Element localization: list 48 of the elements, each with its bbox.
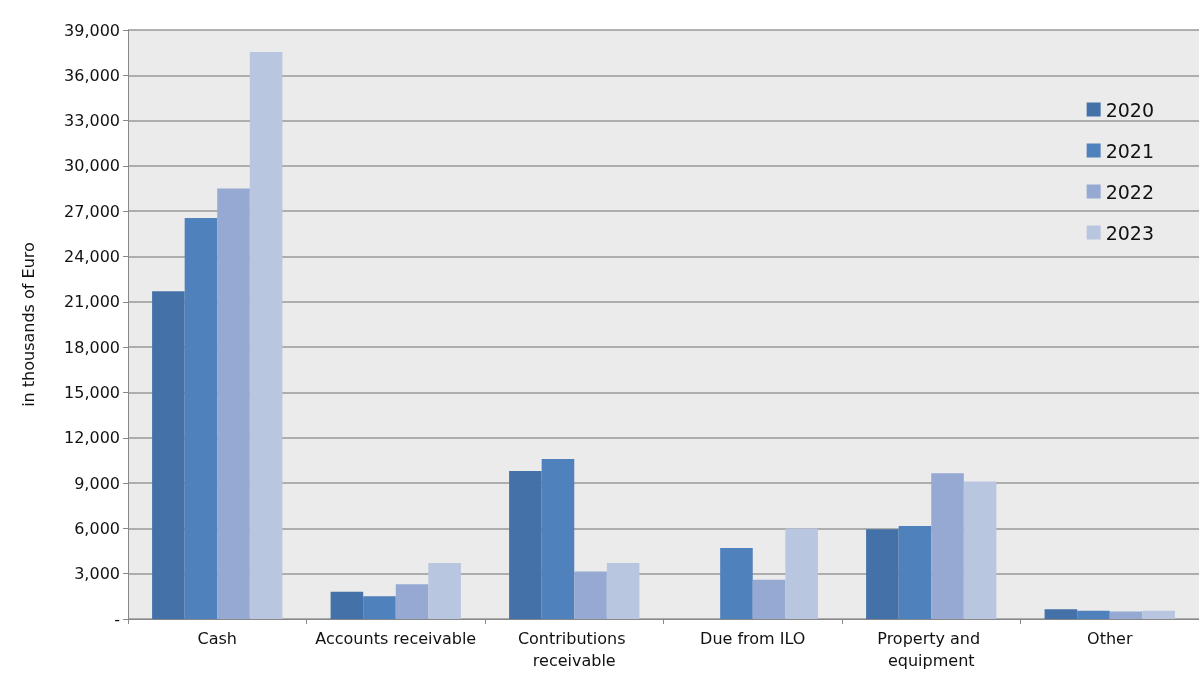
x-tick-label: Cash [197, 628, 237, 648]
bar [330, 591, 364, 619]
bar [1109, 611, 1143, 619]
y-tick-label: 27,000 [64, 201, 120, 221]
bar [428, 563, 461, 619]
bar [1077, 610, 1110, 619]
legend-label: 2023 [1105, 221, 1155, 244]
bar [866, 529, 899, 619]
bar [249, 51, 283, 619]
y-tick-label: 36,000 [64, 65, 120, 85]
bar [720, 548, 753, 619]
x-tick-label: Due from ILO [700, 628, 806, 648]
x-tick-label: Contributions receivable [517, 628, 631, 670]
bar [509, 470, 542, 619]
y-tick-label: 12,000 [64, 428, 120, 448]
bar [785, 528, 818, 619]
bar [217, 188, 250, 619]
bar [1044, 609, 1078, 619]
bar [1142, 610, 1175, 619]
y-tick-label: - [114, 609, 120, 629]
bar [152, 291, 185, 619]
bar [541, 458, 575, 619]
y-tick-label: 39,000 [64, 20, 120, 40]
y-tick-label: 30,000 [64, 156, 120, 176]
y-tick-label: 3,000 [74, 564, 120, 584]
bar [395, 584, 429, 619]
bar [752, 579, 786, 619]
y-tick-label: 6,000 [74, 518, 120, 538]
bar [963, 481, 997, 619]
y-tick-label: 18,000 [64, 337, 120, 357]
y-tick-label: 24,000 [64, 247, 120, 267]
y-tick-label: 33,000 [64, 111, 120, 131]
bar [606, 563, 640, 619]
bar [184, 218, 218, 619]
y-tick-label: 21,000 [64, 292, 120, 312]
x-tick-label: Property and equipment [877, 628, 986, 670]
y-tick-label: 15,000 [64, 382, 120, 402]
legend-label: 2022 [1105, 180, 1155, 203]
legend-label: 2020 [1105, 98, 1155, 121]
legend-label: 2021 [1105, 139, 1155, 162]
x-tick-label: Accounts receivable [315, 628, 477, 648]
y-axis-title: in thousands of Euro [18, 242, 38, 407]
x-tick-label: Other [1087, 628, 1133, 648]
bar [363, 596, 396, 619]
bar [574, 571, 607, 619]
bar [931, 473, 964, 619]
y-tick-label: 9,000 [74, 473, 120, 493]
bar [898, 526, 932, 619]
